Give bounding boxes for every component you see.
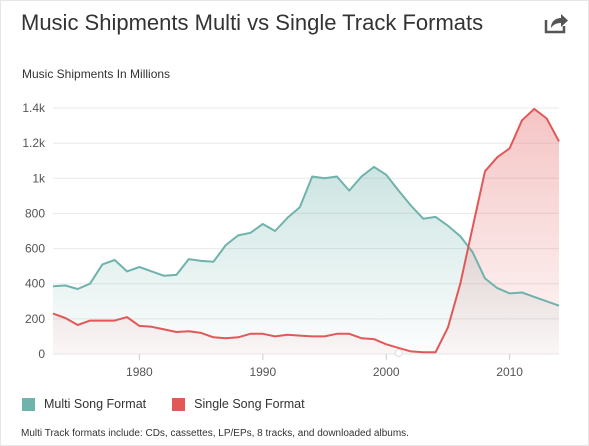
y-tick-label: 200: [25, 312, 45, 326]
y-tick-label: 400: [25, 277, 45, 291]
page-title: Music Shipments Multi vs Single Track Fo…: [21, 10, 484, 35]
legend-swatch-multi: [22, 397, 35, 411]
x-tick-label: 1990: [249, 365, 276, 379]
x-tick-label: 2000: [373, 365, 400, 379]
hover-marker[interactable]: [394, 349, 403, 357]
legend-item-multi[interactable]: Multi Song Format: [22, 397, 146, 411]
series-line-single: [52, 107, 560, 354]
area-chart: Music Shipments In Millions 0 200 400 600 80…: [22, 67, 560, 379]
x-tick-label: 1980: [126, 365, 153, 379]
y-tick-label: 1.4k: [22, 101, 46, 115]
series-areas: [53, 108, 559, 355]
y-axis-label: Music Shipments In Millions: [22, 67, 170, 81]
legend-label-single: Single Song Format: [194, 397, 305, 411]
y-tick-label: 1.2k: [22, 136, 46, 150]
x-tick-label: 2010: [496, 365, 523, 379]
footnote: Multi Track formats include: CDs, casset…: [21, 428, 409, 439]
legend-swatch-single: [172, 397, 186, 411]
area-single: [53, 108, 559, 355]
legend-item-single[interactable]: Single Song Format: [172, 397, 305, 411]
x-axis: 1980 1990 2000 2010: [126, 354, 523, 379]
series-lines: [52, 107, 560, 354]
y-axis: 0 200 400 600 800 1k 1.2k 1.4k: [22, 101, 46, 361]
y-tick-label: 800: [25, 206, 45, 220]
share-button[interactable]: [542, 11, 570, 35]
legend-label-multi: Multi Song Format: [44, 397, 147, 411]
y-tick-label: 0: [38, 347, 45, 361]
y-tick-label: 600: [25, 242, 45, 256]
area-multi: [53, 166, 559, 354]
y-tick-label: 1k: [32, 171, 46, 185]
legend: Multi Song Format Single Song Format: [22, 397, 331, 411]
share-icon: [544, 14, 568, 34]
series-line-multi: [52, 165, 560, 307]
